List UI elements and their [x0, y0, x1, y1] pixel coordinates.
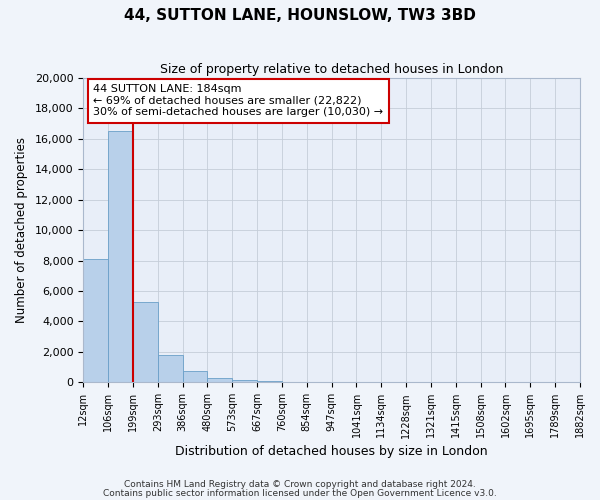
Title: Size of property relative to detached houses in London: Size of property relative to detached ho… — [160, 62, 503, 76]
Bar — [108, 132, 133, 382]
Bar — [257, 381, 282, 382]
Text: Contains HM Land Registry data © Crown copyright and database right 2024.: Contains HM Land Registry data © Crown c… — [124, 480, 476, 489]
Bar — [232, 380, 257, 382]
Bar — [208, 378, 232, 382]
Bar — [158, 355, 182, 382]
X-axis label: Distribution of detached houses by size in London: Distribution of detached houses by size … — [175, 444, 488, 458]
Text: 44, SUTTON LANE, HOUNSLOW, TW3 3BD: 44, SUTTON LANE, HOUNSLOW, TW3 3BD — [124, 8, 476, 22]
Y-axis label: Number of detached properties: Number of detached properties — [15, 137, 28, 323]
Text: Contains public sector information licensed under the Open Government Licence v3: Contains public sector information licen… — [103, 489, 497, 498]
Bar — [182, 371, 208, 382]
Text: 44 SUTTON LANE: 184sqm
← 69% of detached houses are smaller (22,822)
30% of semi: 44 SUTTON LANE: 184sqm ← 69% of detached… — [93, 84, 383, 117]
Bar — [83, 259, 108, 382]
Bar — [133, 302, 158, 382]
